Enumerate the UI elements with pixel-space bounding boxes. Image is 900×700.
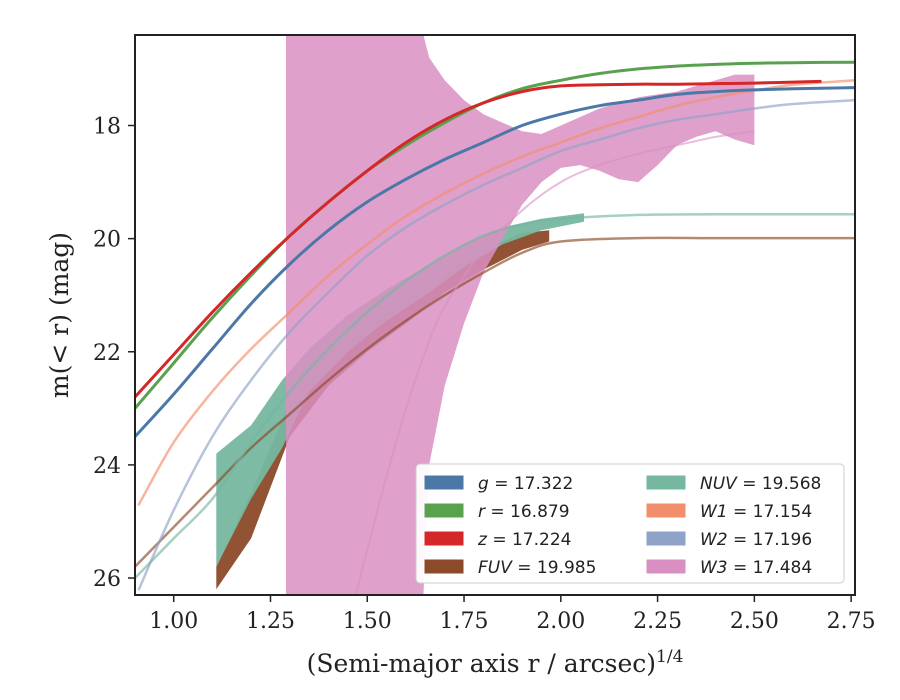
series-w3-curve — [354, 130, 755, 595]
legend-label-g: g = 17.322 — [478, 474, 573, 494]
legend-swatch-w3 — [645, 558, 687, 575]
legend-swatch-nuv — [645, 474, 687, 491]
x-tick-label: 1.75 — [440, 609, 489, 634]
x-tick-label: 2.50 — [730, 609, 779, 634]
x-axis: 1.00 1.25 1.50 1.75 2.00 2.25 2.50 2.75 — [149, 595, 876, 634]
x-tick-label: 2.75 — [827, 609, 876, 634]
series-z-line — [135, 79, 822, 399]
legend-swatch-fuv — [423, 558, 465, 575]
plot-frame — [134, 34, 856, 596]
series-nuv-extension-line — [135, 213, 855, 579]
legend: g = 17.322 r = 16.879 z = 17.224 FUV = 19.9… — [415, 463, 845, 584]
legend-label-z: z = 17.224 — [477, 530, 571, 550]
legend-label-w3: W3 = 17.484 — [700, 558, 812, 578]
curve-layer — [135, 60, 855, 595]
legend-label-r: r = 16.879 — [478, 502, 570, 522]
series-w2-line — [137, 98, 855, 591]
x-tick-label: 1.00 — [149, 609, 198, 634]
x-tick-label: 2.00 — [536, 609, 585, 634]
legend-label-w1: W1 = 17.154 — [700, 502, 812, 522]
y-tick-label: 18 — [93, 115, 121, 140]
legend-swatch-w2 — [645, 530, 687, 547]
y-tick-label: 22 — [93, 341, 121, 366]
legend-label-w2: W2 = 17.196 — [700, 530, 812, 550]
legend-swatch-g — [423, 474, 465, 491]
legend-label-nuv: NUV = 19.568 — [700, 474, 821, 494]
x-axis-title: (Semi-major axis r / arcsec)1/4 — [307, 647, 684, 678]
legend-swatch-z — [423, 530, 465, 547]
legend-swatch-r — [423, 502, 465, 519]
x-axis-title-exponent: 1/4 — [656, 647, 683, 667]
series-fuv-extension-line — [135, 236, 855, 568]
y-axis-title: m(< r) (mag) — [45, 232, 74, 398]
x-tick-label: 1.25 — [246, 609, 295, 634]
legend-label-fuv: FUV = 19.985 — [478, 558, 596, 578]
y-tick-label: 24 — [93, 454, 121, 479]
legend-box — [415, 463, 845, 584]
x-tick-label: 2.25 — [633, 609, 682, 634]
y-axis: 18 20 22 24 26 — [93, 115, 135, 592]
series-w1-line — [137, 79, 855, 506]
series-g-line — [135, 86, 855, 439]
y-tick-label: 20 — [93, 228, 121, 253]
legend-swatch-w1 — [645, 502, 687, 519]
x-axis-title-text: (Semi-major axis r / arcsec) — [307, 649, 656, 678]
x-tick-label: 1.50 — [343, 609, 392, 634]
series-w3-band — [286, 35, 755, 595]
y-tick-label: 26 — [93, 567, 121, 592]
